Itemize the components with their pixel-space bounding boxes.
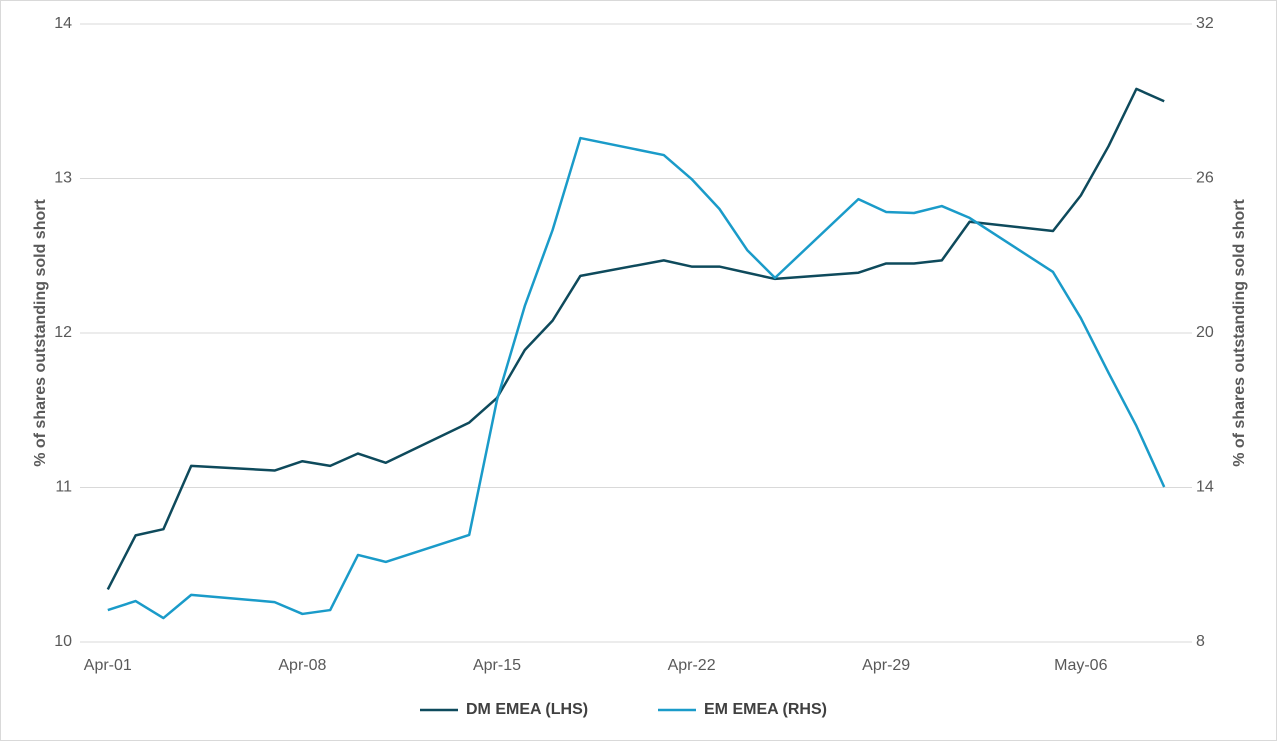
y2-tick-label: 8 xyxy=(1196,633,1205,650)
y2-tick-label: 14 xyxy=(1196,479,1214,496)
legend-label: DM EMEA (LHS) xyxy=(466,701,588,718)
y-tick-label: 12 xyxy=(54,324,72,341)
y-tick-label: 10 xyxy=(54,633,72,650)
y-axis-title: % of shares outstanding sold short xyxy=(32,199,49,467)
line-series xyxy=(107,136,1166,620)
x-tick-label: May-06 xyxy=(1054,657,1107,674)
y2-tick-label: 26 xyxy=(1196,170,1214,187)
y-tick-label: 13 xyxy=(54,170,72,187)
y-tick-label: 14 xyxy=(54,15,72,32)
line-series xyxy=(106,87,1165,591)
y2-axis-title: % of shares outstanding sold short xyxy=(1231,199,1248,467)
x-tick-label: Apr-29 xyxy=(862,657,910,674)
x-tick-label: Apr-08 xyxy=(278,657,326,674)
y2-tick-label: 32 xyxy=(1196,15,1214,32)
x-tick-label: Apr-15 xyxy=(473,657,521,674)
x-tick-label: Apr-22 xyxy=(668,657,716,674)
x-tick-label: Apr-01 xyxy=(84,657,132,674)
legend-label: EM EMEA (RHS) xyxy=(704,701,827,718)
y2-tick-label: 20 xyxy=(1196,324,1214,341)
y-tick-label: 11 xyxy=(55,479,72,496)
